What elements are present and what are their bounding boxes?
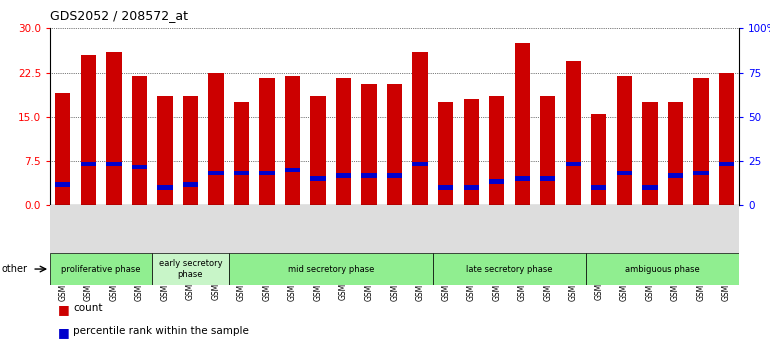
Bar	[718, 162, 734, 166]
Bar	[209, 73, 223, 205]
Bar	[433, 253, 586, 285]
Bar	[668, 173, 683, 178]
Bar	[413, 52, 428, 205]
Bar	[361, 84, 377, 205]
Bar	[693, 171, 708, 175]
Bar	[50, 253, 152, 285]
Bar	[413, 162, 428, 166]
Bar	[55, 182, 71, 187]
Bar	[361, 173, 377, 178]
Bar	[617, 171, 632, 175]
Bar	[642, 102, 658, 205]
Bar	[693, 79, 708, 205]
Text: early secretory
phase: early secretory phase	[159, 259, 223, 279]
Bar	[591, 185, 607, 190]
Bar	[209, 171, 223, 175]
Bar	[514, 176, 530, 181]
Bar	[81, 162, 96, 166]
Bar	[285, 167, 300, 172]
Bar	[229, 253, 433, 285]
Bar	[718, 73, 734, 205]
Bar	[540, 176, 555, 181]
Bar	[438, 102, 454, 205]
Text: late secretory phase: late secretory phase	[466, 264, 553, 274]
Text: percentile rank within the sample: percentile rank within the sample	[73, 326, 249, 336]
Bar	[387, 173, 402, 178]
Bar	[106, 162, 122, 166]
Bar	[464, 185, 479, 190]
Bar	[617, 75, 632, 205]
Bar	[642, 185, 658, 190]
Text: count: count	[73, 303, 102, 313]
Bar	[464, 99, 479, 205]
Bar	[106, 52, 122, 205]
Bar	[152, 253, 229, 285]
Bar	[132, 75, 147, 205]
Bar	[540, 96, 555, 205]
Bar	[81, 55, 96, 205]
Bar	[489, 96, 504, 205]
Bar	[182, 182, 198, 187]
Text: ambiguous phase: ambiguous phase	[625, 264, 700, 274]
Bar	[157, 96, 172, 205]
Text: ■: ■	[58, 326, 69, 339]
Text: mid secretory phase: mid secretory phase	[288, 264, 374, 274]
Bar	[336, 79, 351, 205]
Bar	[132, 165, 147, 169]
Bar	[514, 43, 530, 205]
Bar	[438, 185, 454, 190]
Bar	[310, 96, 326, 205]
Bar	[586, 253, 739, 285]
Bar	[157, 185, 172, 190]
Bar	[668, 102, 683, 205]
Text: ■: ■	[58, 303, 69, 316]
Bar	[387, 84, 402, 205]
Bar	[182, 96, 198, 205]
Bar	[566, 61, 581, 205]
Bar	[489, 179, 504, 184]
Bar	[259, 171, 275, 175]
Bar	[336, 173, 351, 178]
Bar	[234, 102, 249, 205]
Text: GDS2052 / 208572_at: GDS2052 / 208572_at	[50, 9, 188, 22]
Bar	[55, 93, 71, 205]
Text: other: other	[2, 264, 28, 274]
Bar	[259, 79, 275, 205]
Bar	[566, 162, 581, 166]
Bar	[234, 171, 249, 175]
Bar	[591, 114, 607, 205]
Bar	[310, 176, 326, 181]
Bar	[285, 75, 300, 205]
Text: proliferative phase: proliferative phase	[62, 264, 141, 274]
